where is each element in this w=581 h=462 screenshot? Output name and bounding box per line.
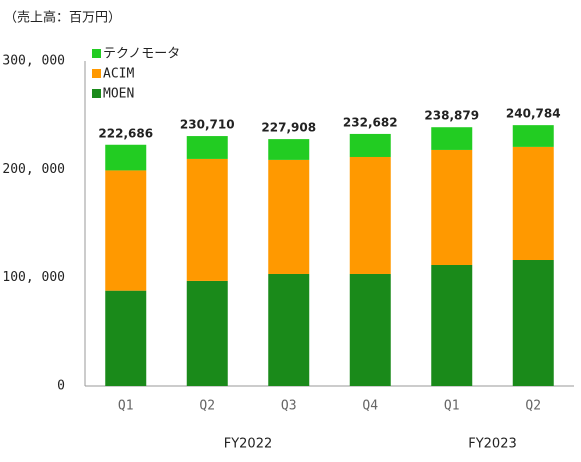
bar-segment: [512, 146, 554, 261]
group-label: FY2022: [224, 437, 273, 452]
bar-segment: [268, 273, 310, 386]
bar-segment: [431, 149, 473, 265]
x-tick-label: Q1: [444, 399, 460, 414]
bar-segment: [105, 144, 147, 171]
bar-segment: [105, 170, 147, 291]
total-label: 232,682: [343, 115, 398, 129]
total-label: 230,710: [180, 118, 235, 132]
legend-swatch: [92, 89, 101, 98]
y-tick-label: 0: [57, 379, 65, 394]
x-tick-label: Q2: [525, 399, 541, 414]
x-tick-label: Q1: [118, 399, 134, 414]
bar-segment: [268, 159, 310, 274]
bar-segment: [512, 260, 554, 386]
y-tick-label: 300, 000: [2, 54, 65, 69]
bar-segment: [349, 133, 391, 157]
unit-label: （売上高：百万円）: [4, 10, 121, 26]
total-label: 227,908: [261, 121, 316, 135]
group-label: FY2023: [468, 437, 517, 452]
total-label: 222,686: [98, 126, 153, 140]
legend-swatch: [92, 69, 101, 78]
bar-segment: [349, 273, 391, 386]
legend-label: MOEN: [103, 87, 134, 102]
x-tick-label: Q4: [362, 399, 378, 414]
bar-segment: [186, 280, 228, 386]
legend-swatch: [92, 49, 101, 58]
x-tick-label: Q3: [281, 399, 297, 414]
total-label: 240,784: [506, 107, 561, 121]
bar-segment: [186, 158, 228, 281]
y-tick-label: 200, 000: [2, 162, 65, 177]
x-tick-label: Q2: [199, 399, 215, 414]
bar-segment: [431, 127, 473, 150]
legend-label: ACIM: [103, 67, 134, 82]
y-tick-label: 100, 000: [2, 270, 65, 285]
bar-segment: [431, 264, 473, 386]
bar-segment: [349, 156, 391, 274]
bar-segment: [512, 125, 554, 147]
total-label: 238,879: [424, 109, 479, 123]
bar-segment: [186, 136, 228, 159]
bar-segment: [105, 290, 147, 386]
bar-segment: [268, 139, 310, 160]
legend-label: テクノモータ: [103, 47, 180, 62]
